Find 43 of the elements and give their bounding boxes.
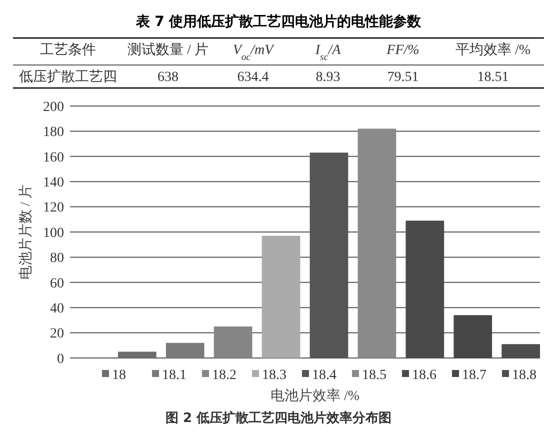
legend-label: 18.8	[512, 368, 536, 383]
y-tick-label: 40	[50, 302, 64, 316]
bar	[454, 315, 492, 358]
legend-label: 18	[112, 368, 126, 383]
y-tick-label: 80	[50, 251, 64, 266]
y-tick-label: 60	[50, 276, 64, 292]
text: 8.93	[316, 70, 340, 85]
y-tick-label: 180	[43, 125, 64, 140]
text: 平均效率 /%	[455, 42, 531, 58]
bar	[166, 342, 204, 358]
text: 79.51	[387, 70, 419, 85]
bar	[502, 344, 540, 358]
y-axis-title: 电池片片数 / 片	[18, 184, 34, 280]
legend-label: 18.7	[462, 368, 486, 383]
text: V$_{oc}$/mV	[232, 43, 275, 62]
bar	[214, 326, 252, 358]
y-tick-label: 120	[43, 200, 64, 216]
bar	[358, 128, 396, 358]
y-tick-label: 200	[43, 100, 64, 115]
legend-label: 18.2	[212, 368, 236, 383]
y-tick-label: 160	[43, 150, 64, 166]
y-tick-label: 20	[50, 326, 64, 342]
text: 18.51	[477, 70, 509, 85]
text: I$_{sc}$/A	[314, 43, 342, 62]
legend-label: 18.6	[412, 368, 436, 383]
legend-label: 18.3	[262, 368, 286, 383]
bar	[262, 236, 300, 358]
legend-label: 18.4	[312, 368, 336, 383]
legend-label: 18.1	[162, 368, 186, 383]
text: 测试数量 / 片	[128, 42, 208, 58]
text: FF/%	[386, 43, 420, 58]
text: 634.4	[237, 70, 269, 85]
text: 工艺条件	[40, 42, 96, 58]
y-tick-label: 140	[43, 176, 64, 190]
y-tick-label: 0	[57, 352, 64, 367]
y-tick-label: 100	[43, 226, 64, 241]
x-axis-title: 电池片效率 /%	[270, 388, 360, 404]
text: 低压扩散工艺四	[19, 69, 117, 85]
text: 表 7 使用低压扩散工艺四电池片的电性能参数	[134, 13, 422, 30]
legend-label: 18.5	[362, 368, 386, 383]
text: 图 2 低压扩散工艺四电池片效率分布图	[165, 410, 392, 426]
bar	[118, 352, 156, 358]
text: 638	[158, 70, 178, 85]
